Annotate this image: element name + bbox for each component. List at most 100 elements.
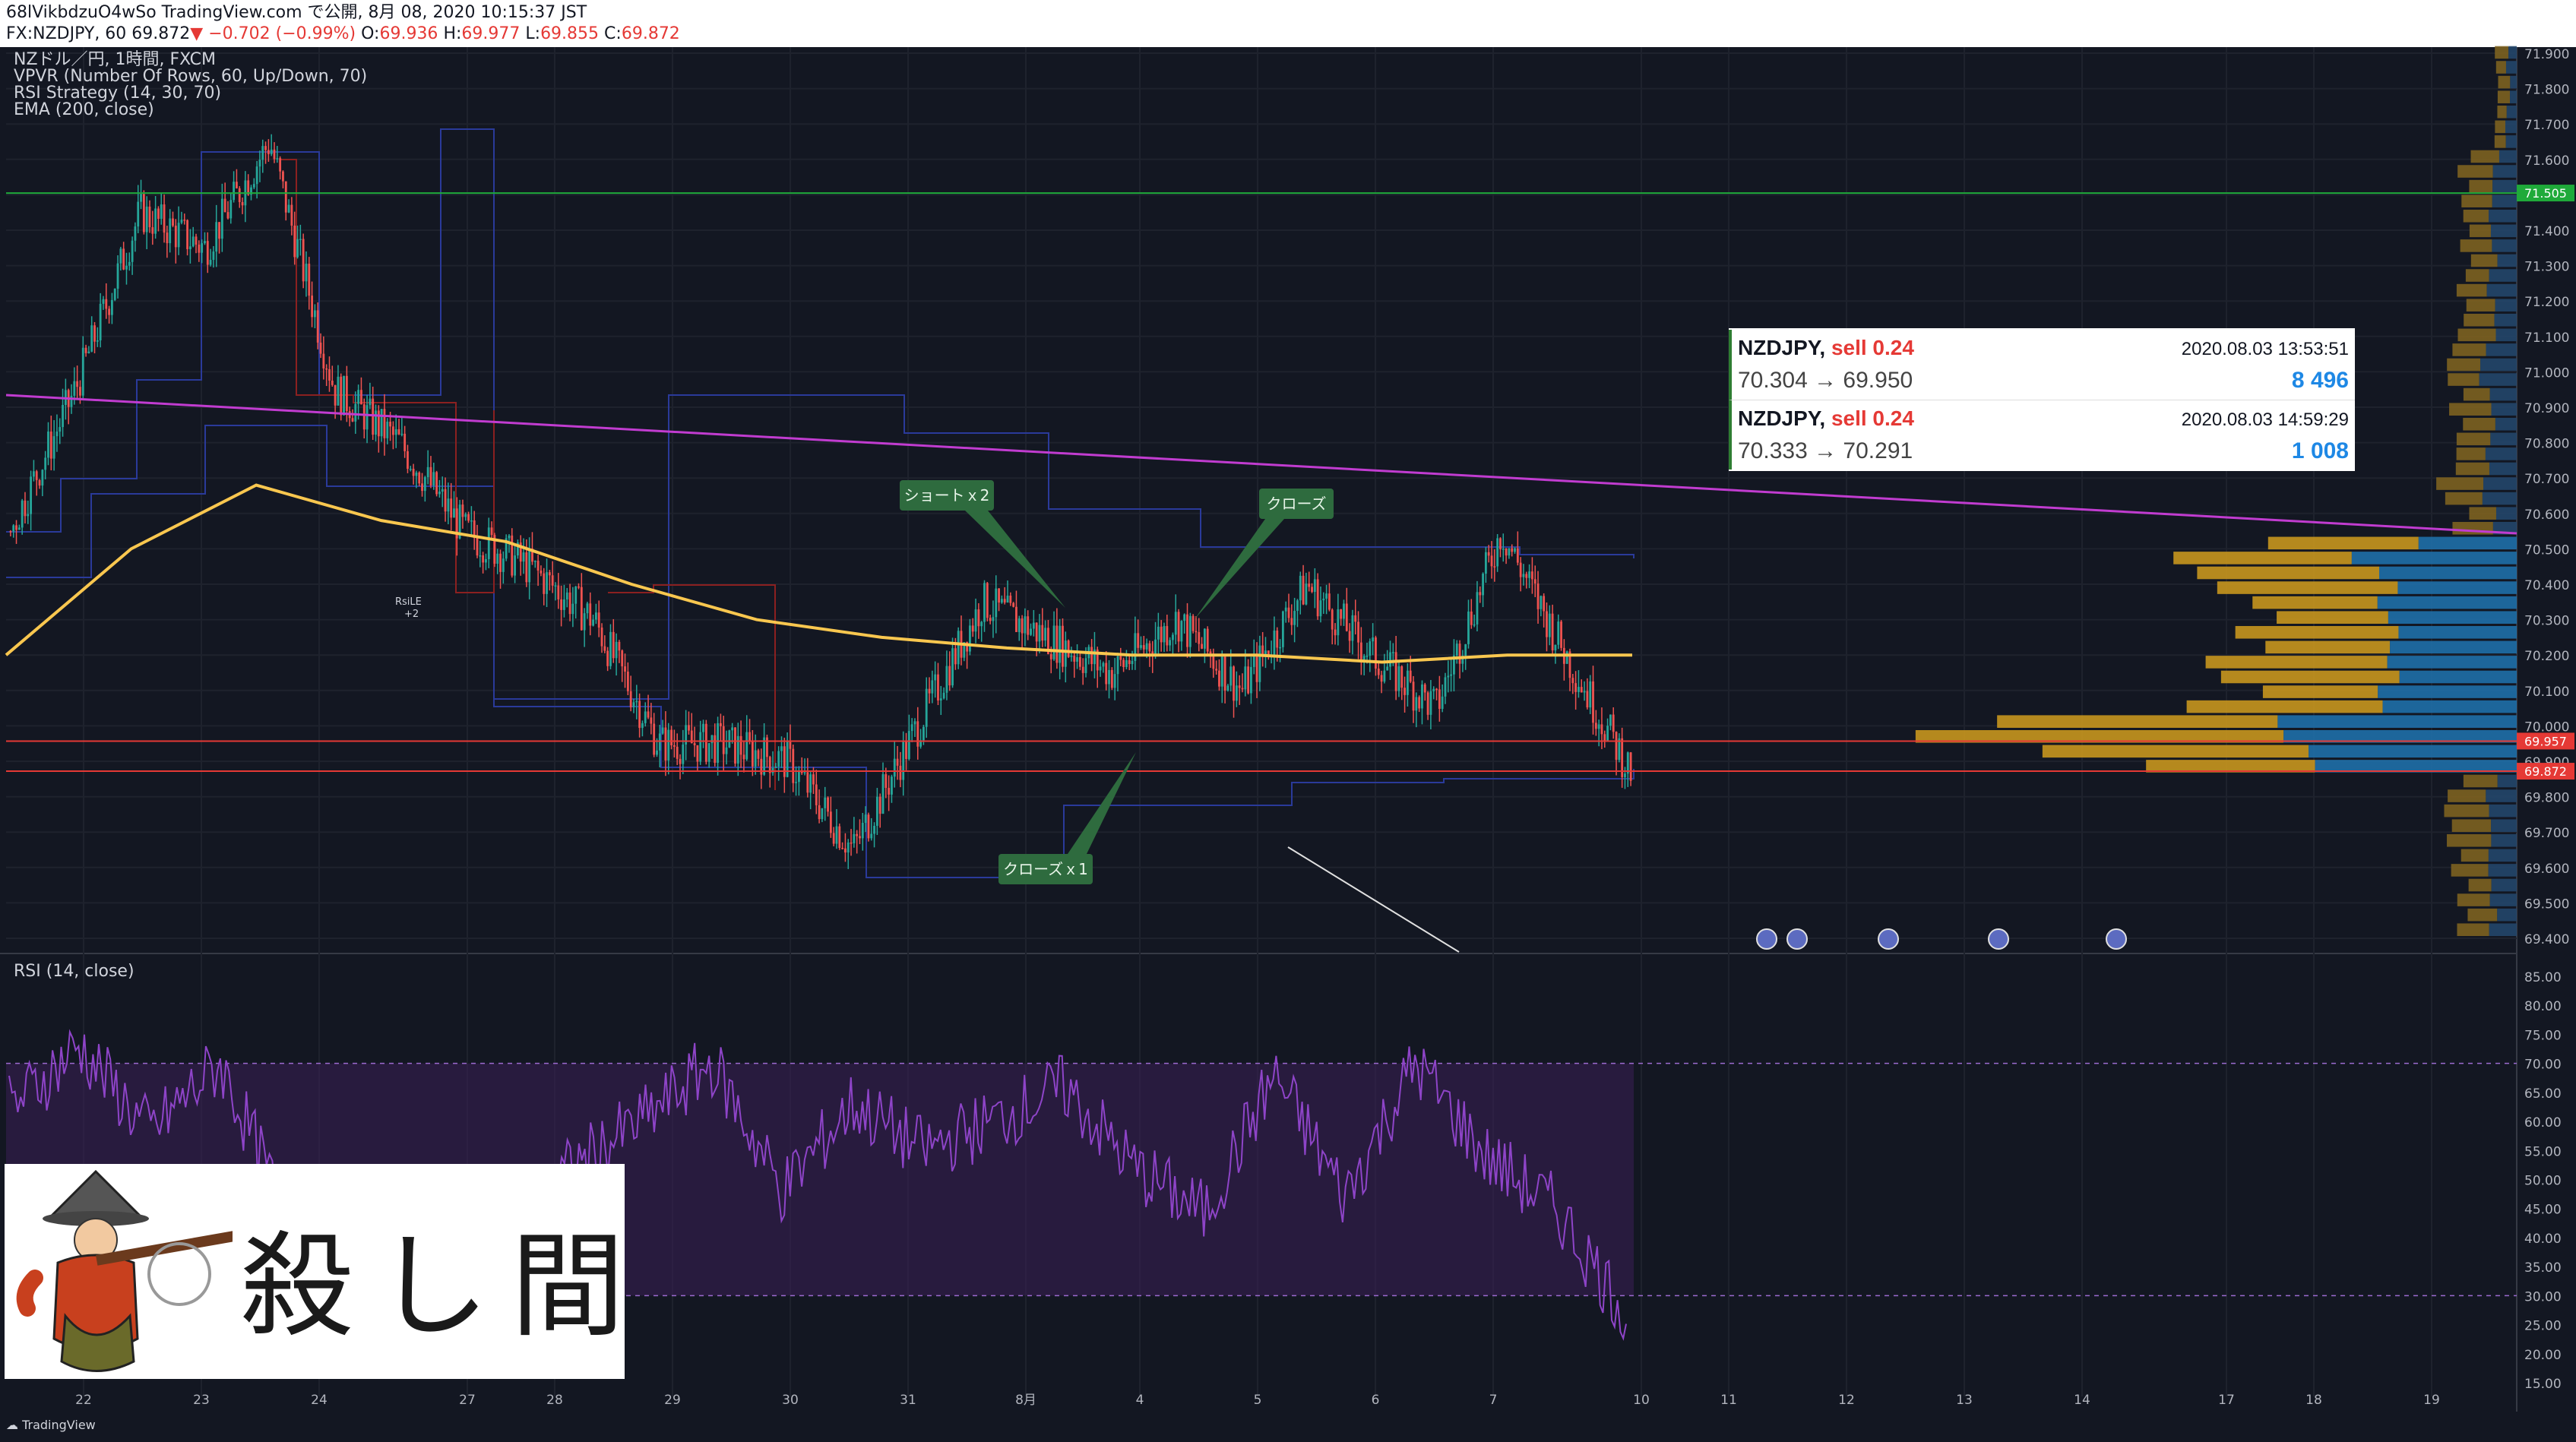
candle	[910, 724, 913, 732]
candle	[479, 555, 482, 557]
candle	[493, 535, 496, 564]
candle	[1345, 603, 1348, 631]
candle	[1027, 616, 1030, 635]
candle	[111, 299, 113, 315]
candle	[1476, 592, 1479, 625]
volume-bar	[2489, 269, 2517, 282]
candle	[233, 182, 236, 201]
candle	[362, 404, 366, 430]
candle	[1484, 552, 1487, 574]
candle	[731, 727, 734, 731]
candle	[366, 405, 369, 430]
candle	[954, 648, 957, 665]
trade-side: sell 0.24	[1831, 406, 1914, 430]
candle	[881, 774, 885, 814]
candle	[1201, 644, 1203, 649]
trade-symbol: NZDJPY,	[1738, 336, 1826, 359]
candle	[1177, 612, 1180, 642]
candle	[754, 750, 757, 767]
candle	[35, 471, 38, 480]
volume-bar	[2488, 849, 2517, 862]
candle	[1391, 652, 1394, 653]
band-line	[281, 159, 776, 790]
candle	[1406, 670, 1409, 695]
candle	[1461, 656, 1464, 664]
volume-bar	[2457, 923, 2489, 936]
candle	[586, 603, 589, 614]
candle	[93, 325, 96, 342]
candle	[615, 641, 618, 659]
volume-bar	[2460, 239, 2492, 252]
volume-bar	[2456, 283, 2487, 297]
candle	[1238, 685, 1241, 688]
candle	[867, 814, 870, 839]
candle	[1479, 592, 1482, 596]
candle	[87, 351, 90, 353]
candle	[672, 745, 676, 747]
volume-bar	[2470, 254, 2498, 267]
candle	[1215, 669, 1218, 671]
candle	[551, 575, 554, 586]
trade-symbol: NZDJPY,	[1738, 406, 1826, 430]
candle	[441, 489, 444, 492]
candle	[1568, 651, 1571, 678]
rsi-tick-label: 55.00	[2524, 1144, 2562, 1159]
price-tick-label: 70.600	[2524, 508, 2569, 523]
price-tick-label: 70.000	[2524, 719, 2569, 735]
candle	[780, 746, 783, 751]
candle	[1281, 611, 1284, 647]
legend-vpvr: VPVR (Number Of Rows, 60, Up/Down, 70)	[14, 67, 368, 86]
ema-line	[5, 483, 1632, 664]
candle	[948, 666, 951, 686]
candle	[1580, 687, 1583, 693]
candle	[1493, 566, 1496, 568]
candle	[1084, 658, 1087, 673]
candle	[710, 735, 714, 744]
rsi-tick-label: 50.00	[2524, 1174, 2562, 1189]
trade-pnl: 8 496	[2291, 368, 2349, 393]
candle	[1319, 600, 1322, 617]
candle	[1316, 579, 1319, 617]
candle	[473, 520, 476, 538]
candle	[951, 648, 954, 686]
candle	[937, 674, 939, 700]
candle	[1325, 593, 1328, 599]
candle	[273, 149, 276, 160]
candle	[325, 368, 328, 370]
price-badge-red-label: 69.872	[2524, 764, 2567, 779]
candle	[629, 691, 632, 707]
volume-bar	[2452, 343, 2486, 356]
candle	[641, 723, 644, 729]
candle	[450, 498, 453, 518]
volume-bar	[2457, 328, 2496, 342]
volume-bar	[2470, 150, 2499, 163]
candle	[685, 725, 688, 745]
candle	[919, 740, 922, 747]
candle	[597, 612, 600, 628]
volume-bar	[2489, 804, 2517, 817]
volume-bar	[2448, 789, 2486, 802]
candle	[485, 558, 487, 563]
candle	[169, 218, 172, 244]
candle	[722, 726, 725, 754]
candle	[340, 376, 343, 416]
candle	[1293, 611, 1296, 625]
candle	[21, 500, 24, 528]
candle	[942, 692, 945, 699]
candle	[934, 674, 937, 681]
candle	[667, 729, 670, 761]
candle	[1409, 670, 1412, 682]
candle	[1041, 625, 1044, 641]
candle	[650, 717, 653, 724]
candle	[447, 498, 450, 512]
volume-bar	[2463, 417, 2495, 431]
callout-pointer	[1195, 519, 1284, 619]
candle	[438, 492, 441, 495]
volume-bar	[2489, 387, 2517, 401]
low-value: 69.855	[540, 24, 600, 43]
candle	[1099, 666, 1102, 671]
volume-bar	[2494, 313, 2517, 327]
volume-bar	[2445, 492, 2483, 505]
volume-bar	[2444, 804, 2489, 817]
